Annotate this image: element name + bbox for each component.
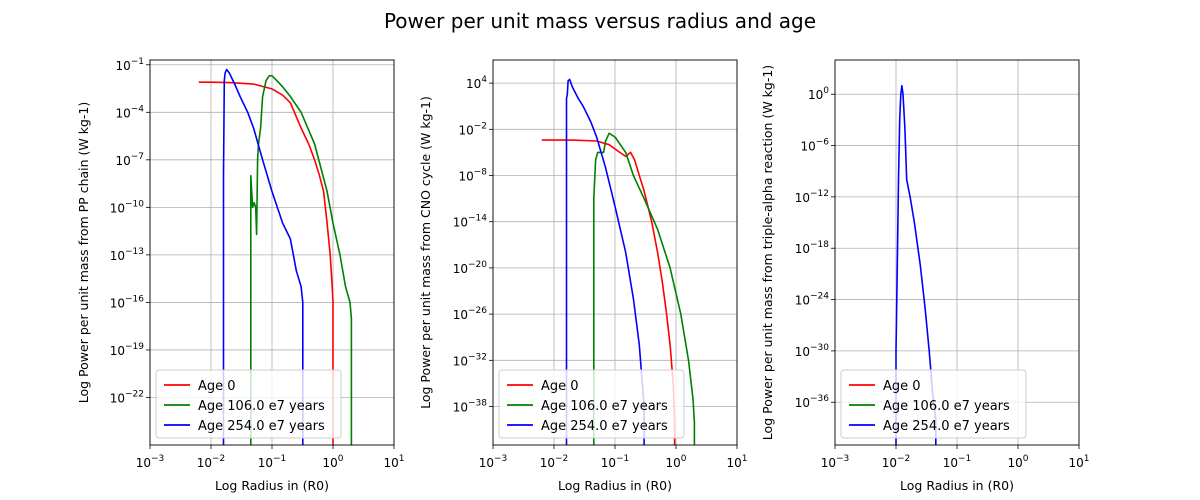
series-line-3 (222, 68, 304, 445)
subplot-2: 10−3 10−2 10−1 100 101 10−38 10−32 10−26 10−20 10… (418, 59, 748, 493)
x-tick-label: 10−2 (197, 454, 226, 470)
y-tick-label: 10−16 (110, 294, 145, 310)
axes-frame (149, 59, 395, 446)
y-tick-label: 10−13 (110, 247, 144, 263)
legend-label: Age 106.0 e7 years (541, 399, 668, 414)
legend-box (498, 369, 685, 439)
y-axis-label: Log Power per unit mass from PP chain (W… (76, 102, 91, 404)
x-tick-label: 100 (1007, 454, 1028, 470)
legend-label: Age 0 (541, 379, 579, 394)
axes-frame (492, 59, 738, 446)
y-tick-label: 10−1 (115, 57, 144, 73)
x-tick-label: 10−1 (943, 454, 972, 470)
series-group (895, 84, 937, 445)
y-tick-label: 10−32 (453, 352, 487, 368)
y-tick-label: 10−14 (453, 214, 488, 230)
y-tick-label: 10−10 (110, 199, 145, 215)
y-tick-label: 10−18 (795, 240, 830, 256)
x-tick-label: 100 (322, 454, 343, 470)
series-line-3 (565, 78, 645, 445)
legend-label: Age 106.0 e7 years (198, 399, 325, 414)
series-line-1 (198, 81, 334, 445)
y-tick-label: 10−4 (115, 104, 144, 120)
y-tick-label: 10−12 (795, 189, 829, 205)
legend-label: Age 106.0 e7 years (883, 399, 1010, 414)
x-axis-label: Log Radius in (R0) (558, 478, 672, 493)
legend: Age 0 Age 106.0 e7 years Age 254.0 e7 year… (840, 369, 1027, 439)
y-tick-label: 10−20 (453, 260, 488, 276)
legend: Age 0 Age 106.0 e7 years Age 254.0 e7 year… (155, 369, 342, 439)
y-tick-label: 10−19 (110, 342, 145, 358)
series-line-1 (541, 139, 676, 445)
x-tick-label: 100 (665, 454, 686, 470)
y-tick-label: 10−7 (115, 152, 144, 168)
x-tick-label: 10−2 (882, 454, 911, 470)
y-tick-label: 10−22 (110, 389, 144, 405)
series-group (198, 68, 353, 445)
x-axis-label: Log Radius in (R0) (215, 478, 329, 493)
grid (149, 60, 395, 445)
y-tick-label: 10−6 (800, 138, 829, 154)
legend-label: Age 254.0 e7 years (541, 419, 668, 434)
figure-title: Power per unit mass versus radius and ag… (384, 9, 816, 33)
y-axis-label: Log Power per unit mass from CNO cycle (… (418, 96, 433, 409)
x-tick-label: 10−3 (479, 454, 508, 470)
legend-label: Age 254.0 e7 years (198, 419, 325, 434)
y-tick-label: 10−2 (458, 121, 487, 137)
y-axis-label: Log Power per unit mass from triple-alph… (760, 65, 775, 440)
series-line-2 (593, 132, 696, 445)
x-tick-label: 10−3 (136, 454, 165, 470)
y-tick-label: 100 (808, 86, 829, 102)
x-tick-label: 10−2 (540, 454, 569, 470)
legend-label: Age 0 (883, 379, 921, 394)
x-tick-label: 10−3 (821, 454, 850, 470)
y-tick-label: 10−24 (795, 292, 830, 308)
x-tick-label: 101 (383, 454, 404, 470)
legend-label: Age 0 (198, 379, 236, 394)
subplot-3: 10−3 10−2 10−1 100 101 10−36 10−30 10−24 10−18 10… (760, 59, 1090, 493)
legend-box (840, 369, 1027, 439)
axes-frame (834, 59, 1080, 446)
x-tick-label: 101 (726, 454, 747, 470)
y-tick-label: 10−26 (453, 306, 488, 322)
subplot-1: 10−3 10−2 10−1 100 101 10−22 10−19 10−16 10−13 10… (76, 57, 405, 493)
series-line-2 (250, 75, 353, 445)
y-tick-label: 10−8 (458, 168, 487, 184)
y-tick-label: 10−30 (795, 343, 830, 359)
plots-container: 10−3 10−2 10−1 100 101 10−22 10−19 10−16 10−13 10… (76, 57, 1090, 493)
legend: Age 0 Age 106.0 e7 years Age 254.0 e7 year… (498, 369, 685, 439)
y-tick-label: 10−38 (453, 399, 488, 415)
x-tick-label: 10−1 (258, 454, 287, 470)
legend-label: Age 254.0 e7 years (883, 419, 1010, 434)
legend-box (155, 369, 342, 439)
y-tick-label: 104 (466, 75, 487, 91)
x-tick-label: 101 (1068, 454, 1089, 470)
x-axis-label: Log Radius in (R0) (900, 478, 1014, 493)
x-tick-label: 10−1 (601, 454, 630, 470)
y-tick-label: 10−36 (795, 394, 830, 410)
series-group (541, 78, 696, 445)
series-line-3 (895, 84, 937, 445)
